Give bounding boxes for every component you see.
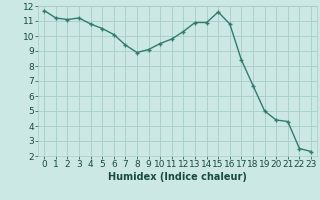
X-axis label: Humidex (Indice chaleur): Humidex (Indice chaleur) bbox=[108, 172, 247, 182]
